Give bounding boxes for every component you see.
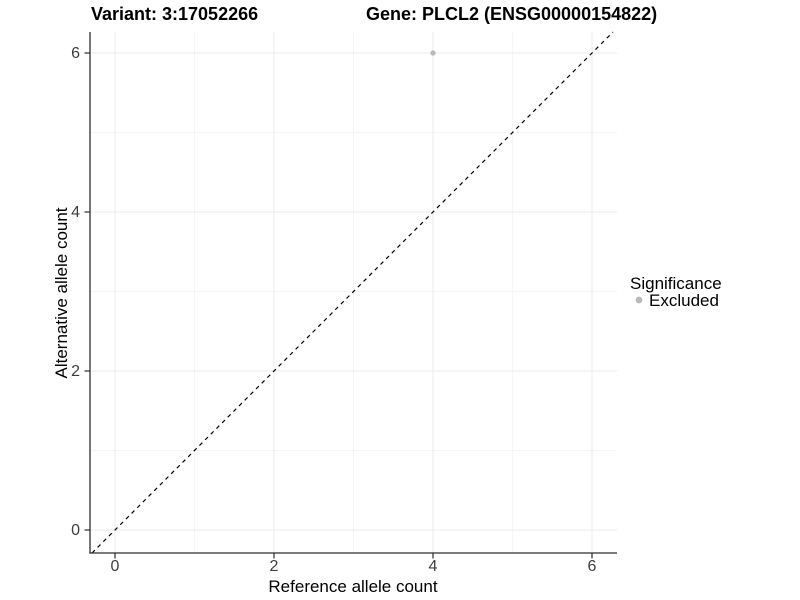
y-axis-title: Alternative allele count <box>52 207 71 378</box>
legend-item-label: Excluded <box>649 291 719 310</box>
y-axis: 0 2 4 6 <box>71 32 91 554</box>
grid-minor-lines <box>90 32 617 553</box>
x-tick-label-2: 2 <box>270 558 279 575</box>
grid-major-lines <box>90 32 617 553</box>
gene-title: Gene: PLCL2 (ENSG00000154822) <box>366 4 658 24</box>
x-axis-title: Reference allele count <box>268 577 437 596</box>
x-axis: 0 2 4 6 <box>89 552 617 575</box>
x-tick-label-4: 4 <box>429 558 438 575</box>
y-tick-label-2: 2 <box>71 363 80 380</box>
variant-title: Variant: 3:17052266 <box>91 4 259 24</box>
y-tick-label-0: 0 <box>71 522 80 539</box>
x-tick-label-6: 6 <box>588 558 597 575</box>
legend: Significance Excluded <box>630 274 722 310</box>
legend-key-dot <box>635 296 643 304</box>
data-point-excluded <box>430 50 436 56</box>
legend-title: Significance <box>630 274 722 293</box>
x-tick-label-0: 0 <box>111 558 120 575</box>
y-tick-label-6: 6 <box>71 45 80 62</box>
identity-reference-line <box>91 31 614 554</box>
y-tick-label-4: 4 <box>71 204 80 221</box>
